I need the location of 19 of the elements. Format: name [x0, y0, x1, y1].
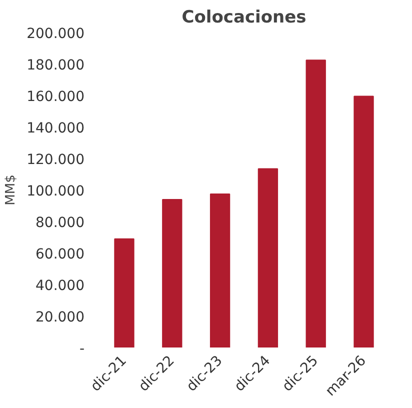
y-tick-label: 200.000 [26, 26, 85, 42]
y-tick-label: 120.000 [26, 152, 85, 168]
bar [210, 193, 230, 348]
y-tick-label: - [79, 341, 85, 357]
y-tick-label: 160.000 [26, 89, 85, 105]
y-tick-label: 80.000 [36, 215, 85, 231]
bar [354, 96, 374, 348]
y-tick-label: 180.000 [26, 58, 85, 74]
bar [114, 238, 134, 348]
bar [306, 60, 326, 348]
y-axis-title: MM$ [4, 174, 19, 206]
y-tick-label: 20.000 [36, 310, 85, 326]
chart-title: Colocaciones [182, 8, 306, 28]
y-tick-label: 100.000 [26, 184, 85, 200]
y-tick-label: 60.000 [36, 246, 85, 262]
y-tick-label: 140.000 [26, 120, 85, 136]
bar [162, 198, 182, 348]
bar [258, 168, 278, 348]
y-tick-label: 40.000 [36, 278, 85, 294]
